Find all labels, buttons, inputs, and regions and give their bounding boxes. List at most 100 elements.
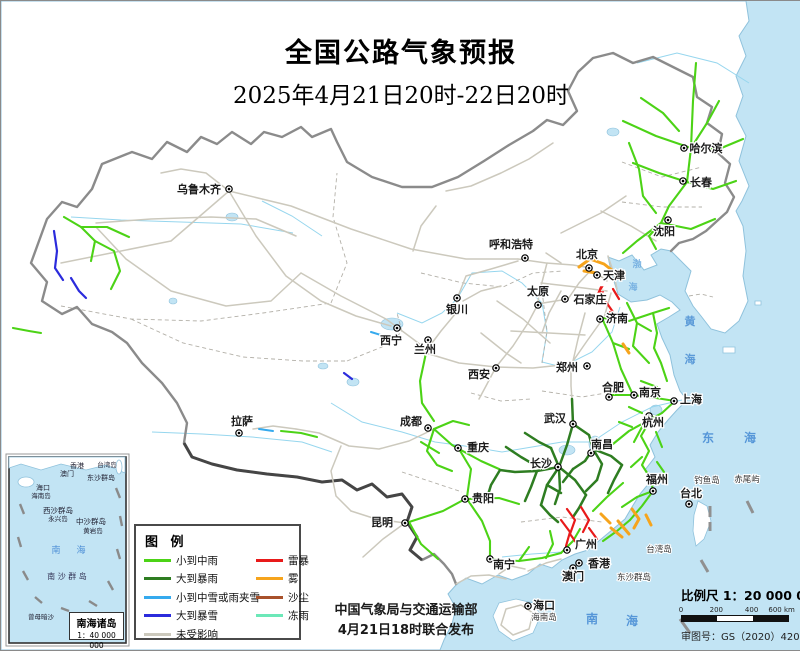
road-segment-thunder (587, 526, 599, 541)
legend-swatch-dust (256, 595, 283, 599)
city-dot-center (494, 366, 498, 370)
city-dot-center (651, 489, 655, 493)
lightning-icon (605, 310, 615, 325)
city-label: 广州 (575, 537, 597, 551)
scalebar-bar (681, 615, 789, 622)
city-label: 哈尔滨 (690, 141, 723, 155)
road-segment-rain_light (465, 497, 492, 560)
road-segment-rain_heavy (545, 483, 563, 495)
city-dot-center (595, 273, 599, 277)
city-label: 拉萨 (231, 414, 253, 428)
road-segment-none (498, 565, 526, 575)
city-label: 合肥 (602, 380, 624, 394)
road-segment-rain_light (62, 215, 97, 263)
road-segment-thunder (565, 507, 580, 547)
road-segment-fog (644, 513, 653, 527)
map-approval-number: 审图号：GS（2020）4200号 (681, 632, 800, 643)
legend-swatch-snow_heavy (144, 614, 171, 617)
road-segment-none (500, 604, 534, 636)
sea-label: 海 (744, 430, 756, 445)
city-label: 南昌 (591, 437, 613, 451)
scalebar-label: 比例尺 1：20 000 000 (681, 588, 800, 603)
inset-label: 南 (51, 544, 60, 556)
road-segment-thunder (604, 300, 615, 314)
city-label: 北京 (576, 247, 598, 261)
island-label: 赤尾屿 (734, 475, 760, 485)
road-segment-rain_light (600, 306, 671, 323)
province-border (401, 471, 463, 493)
sea-label: 黄 (685, 314, 696, 328)
city-marker (461, 495, 469, 503)
legend-swatch-freezing (256, 614, 283, 617)
city-dot-center (426, 338, 430, 342)
road-segment-fog (577, 257, 615, 273)
road-segment-none (228, 190, 519, 260)
road-segment-rain_light (407, 496, 469, 524)
city-dot-center (526, 604, 530, 608)
road-segment-none (567, 269, 592, 300)
road-segment-fog (599, 512, 612, 525)
city-label: 长沙 (530, 456, 552, 470)
inset-nine-dash-mark (16, 536, 23, 548)
road-segment-rain_light (11, 326, 43, 335)
road-segment-rain_light (407, 520, 440, 561)
city-marker (524, 602, 532, 610)
city-dot-center (227, 187, 231, 191)
city-label: 西安 (468, 367, 490, 381)
sea-label: 海 (626, 613, 638, 628)
road-segment-snow_heavy (69, 276, 88, 300)
legend-box: 图 例 小到中雨 大到暴雨 小到中雪或雨夹雪 大到暴雪 未受影响 雷暴雾沙尘 冻雨 (134, 524, 309, 642)
road-segment-none (572, 312, 586, 362)
road-segment-rain_heavy (557, 422, 575, 469)
legend-item-rain_heavy: 大到暴雨 (144, 571, 218, 587)
sea-label: 渤 (632, 258, 641, 270)
city-dot-center (681, 179, 685, 183)
road-segment-none (330, 445, 352, 512)
road-segment-rain_light (685, 179, 738, 191)
city-marker (235, 429, 243, 437)
road-segment-none (495, 262, 548, 368)
road-segment-none (412, 205, 437, 252)
city-dot-center (571, 422, 575, 426)
city-dot-center (632, 393, 636, 397)
city-marker (534, 301, 542, 309)
city-label: 上海 (680, 392, 702, 406)
road-segment-none (527, 558, 562, 572)
road-segment-rain_light (611, 417, 653, 446)
legend-item-none: 未受影响 (144, 626, 218, 642)
road-segment-none (480, 332, 522, 364)
city-label: 济南 (606, 311, 628, 325)
road-segment-rain_light (591, 481, 625, 513)
road-segment-rain_light (418, 351, 436, 423)
road-segment-rain_light (639, 379, 659, 389)
road-segment-none (228, 190, 392, 327)
city-marker (685, 500, 693, 508)
legend-label: 小到中雪或雨夹雪 (176, 591, 260, 604)
legend-swatch-fog (256, 577, 283, 580)
road-segment-rain_heavy (584, 478, 599, 493)
road-segment-rain_light (620, 489, 655, 509)
city-label: 南宁 (493, 557, 515, 571)
city-label: 石家庄 (573, 292, 607, 306)
inset-label: 澳门 (60, 469, 74, 478)
issuer-line1: 中国气象局与交通运输部 (334, 603, 478, 618)
province-border (130, 318, 347, 362)
road-segment-rain_heavy (523, 431, 553, 450)
inset-label: 台湾岛 (97, 460, 117, 469)
road-segment-rain_light (621, 221, 663, 255)
road-segment-rain_light (659, 61, 698, 225)
road-segment-fog (609, 526, 624, 539)
road-segment-none (95, 226, 302, 307)
road-segment-fog (582, 269, 598, 275)
city-dot-center (556, 465, 560, 469)
city-marker (492, 364, 500, 372)
city-label: 重庆 (467, 440, 489, 454)
city-label: 兰州 (414, 342, 436, 356)
sea-label: 海 (628, 281, 637, 293)
inset-taiwan-island (115, 459, 123, 475)
road-segment-rain_heavy (570, 397, 575, 426)
inset-nine-dash-mark (106, 580, 115, 591)
road-segment-none (252, 425, 297, 430)
road-segment-rain_light (93, 239, 122, 291)
inset-label: 海南岛 (31, 491, 51, 500)
